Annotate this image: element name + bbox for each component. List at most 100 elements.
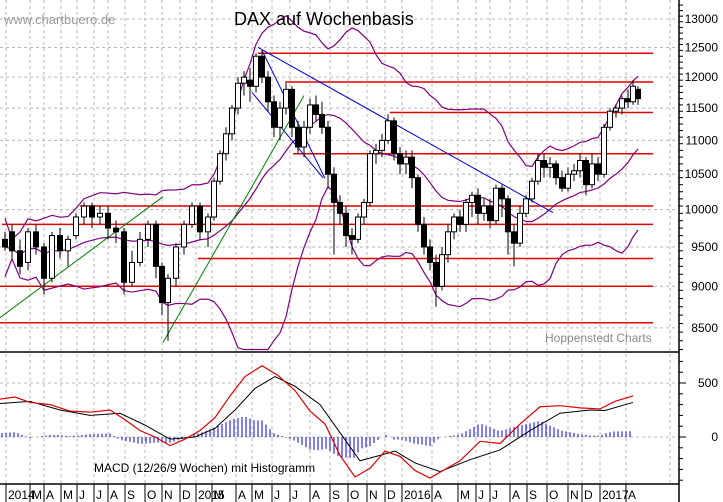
x-tick-label: A [46,488,54,502]
candle-body [613,107,619,112]
candle-body [583,159,589,186]
candle-body [619,98,625,109]
x-tick-label: S [332,488,340,502]
candle-body [385,120,391,141]
candle-body [349,235,355,240]
candle-body [331,173,337,203]
candle-body [457,216,463,225]
candlesticks [2,50,641,341]
x-tick-label: J [478,488,484,502]
x-tick-label: O [147,488,156,502]
x-tick-label: A [110,488,118,502]
x-tick-label: 2016 [404,488,431,502]
y-tick-label: 12500 [685,40,719,54]
x-tick-label: D [182,488,191,502]
candle-body [319,113,325,128]
candle-body [153,223,159,267]
macd-panel [0,351,679,479]
y-tick-label: 12000 [685,70,719,84]
bollinger-upper [4,15,639,241]
macd-line [0,365,634,479]
y-tick-label: 10000 [685,203,719,217]
candle-body [129,261,135,283]
candle-body [25,231,31,263]
candle-body [307,104,313,128]
candle-body [601,126,607,175]
x-tick-label: A [238,488,246,502]
candle-body [475,194,481,214]
blue-trendline [251,92,324,179]
y-tick-label: 9500 [691,240,718,254]
x-tick-label: 2017 [602,488,629,502]
candle-body [137,238,143,263]
candle-body [65,238,71,252]
candle-body [105,212,111,229]
candle-body [511,231,517,244]
x-tick-label: N [369,488,378,502]
candle-body [197,205,203,233]
candle-body [89,205,95,218]
candle-body [57,235,63,252]
x-tick-label: 2014 [8,488,35,502]
candle-body [553,163,559,179]
candle-body [283,88,289,109]
green-trendline [0,196,164,319]
x-tick-label: O [350,488,359,502]
candle-body [397,153,403,165]
x-tick-label: J [79,488,85,502]
x-tick-label: M [32,488,42,502]
candle-body [113,227,119,233]
candle-body [541,159,547,168]
macd-y-tick-label: 0 [711,430,718,444]
candle-body [427,246,433,263]
candle-body [33,231,39,248]
candle-body [295,126,301,148]
x-tick-label: J [292,488,298,502]
x-tick-label: J [274,488,280,502]
candle-body [211,180,217,218]
candle-body [313,104,319,115]
candle-body [41,246,47,279]
watermark-left: www.chartbuero.de [3,12,115,27]
candle-body [2,238,8,248]
chart-title: DAX auf Wochenbasis [234,9,414,29]
candle-body [421,223,427,248]
candle-body [145,223,151,240]
candle-body [229,107,235,135]
candle-body [505,198,511,233]
candle-body [241,76,247,84]
bollinger-bands [4,15,639,351]
x-tick-label: A [628,488,636,502]
candle-body [409,156,415,179]
candle-body [391,120,397,155]
candle-body [223,133,229,155]
candle-body [517,212,523,244]
candle-body [247,79,253,87]
y-tick-label: 11000 [686,133,719,147]
candle-body [577,159,583,172]
x-tick-label: M [460,488,470,502]
signal-line [0,375,634,473]
x-tick-label: M [63,488,73,502]
candle-body [625,98,631,103]
candle-body [469,194,475,203]
candle-body [571,170,577,175]
candle-body [630,85,636,103]
x-tick-label: A [312,488,320,502]
candle-body [265,76,271,103]
candle-body [271,101,277,128]
candle-body [189,205,195,225]
candle-body [493,187,499,222]
candle-body [463,201,469,225]
candle-body [415,177,421,225]
candle-body [361,201,367,218]
y-tick-label: 13000 [685,12,719,26]
candle-body [355,216,361,240]
candle-body [277,107,283,128]
candle-body [445,231,451,256]
blue-trendline [257,47,554,214]
candle-body [607,110,613,128]
